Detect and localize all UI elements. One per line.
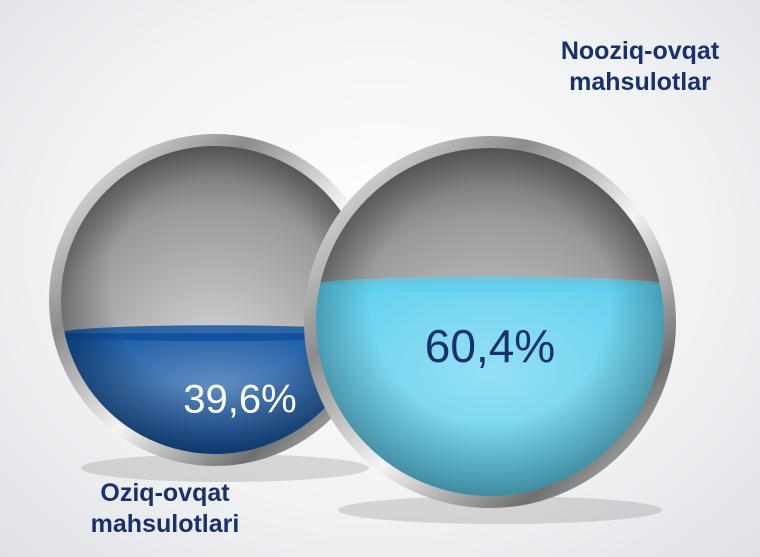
sphere: 39,6% — [49, 134, 381, 482]
shadow — [338, 496, 662, 524]
sphere-rim — [304, 136, 676, 508]
category-label: Nooziq-ovqat mahsulotlar — [560, 37, 720, 96]
shadow — [81, 454, 369, 482]
value-label: 60,4% — [425, 320, 555, 372]
sphere-shade — [310, 142, 670, 502]
category-label: Oziq-ovqat mahsulotlari — [90, 479, 240, 538]
sphere-shade — [55, 140, 375, 460]
value-label: 39,6% — [183, 378, 296, 422]
